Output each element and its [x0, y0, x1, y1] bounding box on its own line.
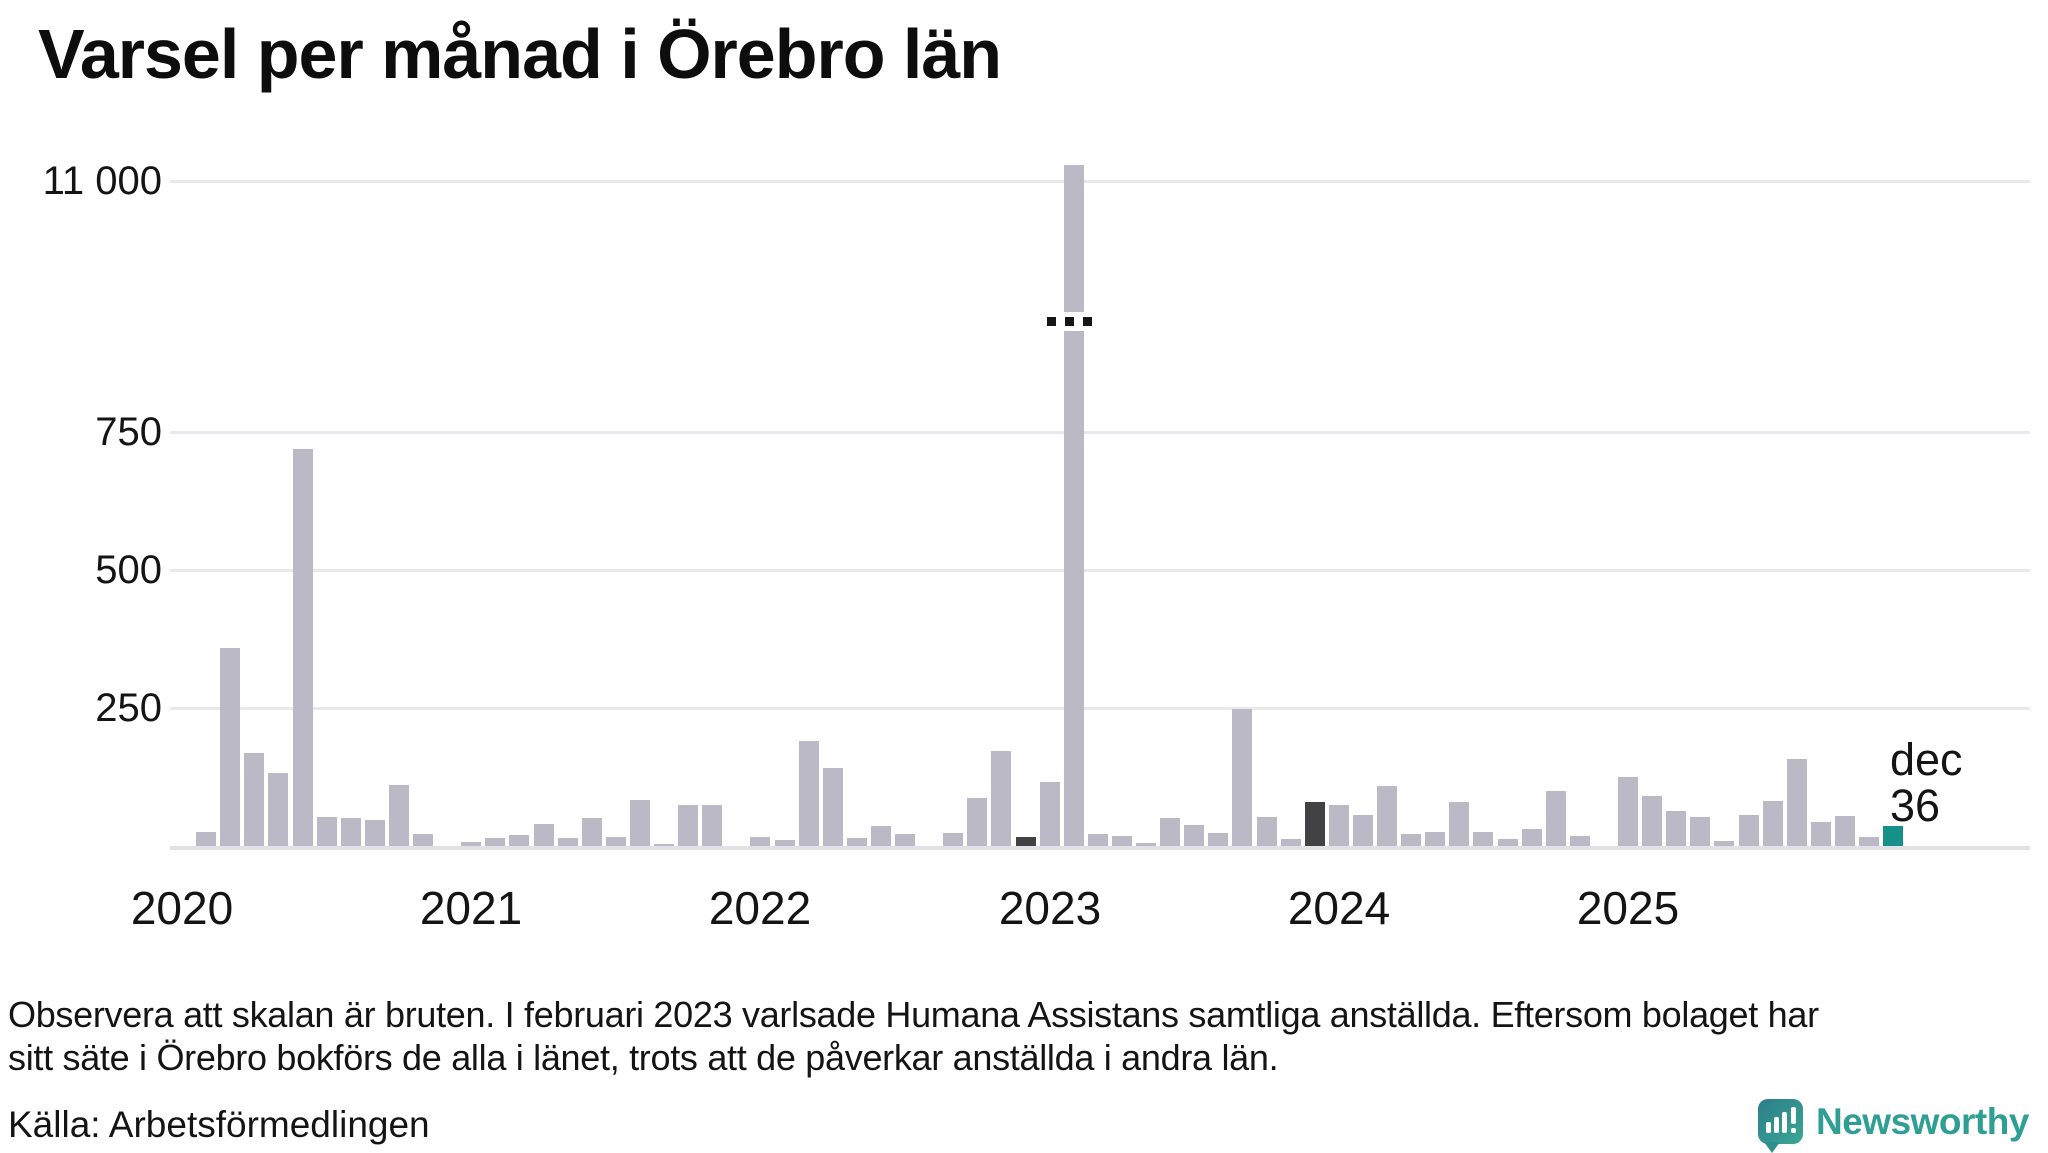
- chart-title: Varsel per månad i Örebro län: [38, 15, 1002, 93]
- bar-2021-04: [534, 824, 554, 846]
- bar-2020-04: [244, 753, 264, 846]
- bar-2024-08: [1498, 839, 1518, 846]
- bar-2020-06: [293, 449, 313, 846]
- gridline-250: [170, 707, 2030, 710]
- bar-2023-01: [1040, 782, 1060, 846]
- scale-break-dot-1: [1047, 317, 1056, 326]
- scale-break-dot-2: [1065, 317, 1074, 326]
- current-month-annotation: dec 36: [1890, 737, 1963, 829]
- x-axis-label-2025: 2025: [1576, 882, 1680, 934]
- bar-2020-07: [317, 817, 337, 846]
- x-axis-label-2024: 2024: [1287, 882, 1391, 934]
- annotation-month-label: dec: [1890, 734, 1963, 785]
- annotation-value-label: 36: [1890, 780, 1941, 831]
- bar-2025-10: [1835, 816, 1855, 846]
- bar-2021-06: [582, 818, 602, 846]
- gridline-750: [170, 431, 2030, 434]
- bar-2024-02: [1353, 815, 1373, 846]
- bar-2023-08: [1208, 833, 1228, 846]
- bar-2024-07: [1473, 832, 1493, 846]
- bar-2025-12: [1883, 826, 1903, 846]
- bar-2022-02: [775, 840, 795, 846]
- bar-2022-09: [943, 833, 963, 846]
- bar-2023-12: [1305, 802, 1325, 846]
- bar-2022-04: [823, 768, 843, 846]
- bar-2021-11: [702, 805, 722, 846]
- bar-2022-06: [871, 826, 891, 846]
- x-axis-baseline: [170, 846, 2030, 850]
- footnote-line-2: sitt säte i Örebro bokförs de alla i län…: [8, 1037, 1279, 1078]
- bar-2024-04: [1401, 834, 1421, 846]
- bar-2021-07: [606, 837, 626, 846]
- scale-break-dot-3: [1083, 317, 1092, 326]
- footnote: Observera att skalan är bruten. I februa…: [8, 993, 1819, 1079]
- bar-2020-05: [268, 773, 288, 846]
- bar-2021-09: [654, 844, 674, 846]
- bar-2023-02: [1064, 165, 1084, 312]
- bar-2020-10: [389, 785, 409, 846]
- bar-2022-01: [750, 837, 770, 846]
- bar-2021-08: [630, 800, 650, 846]
- bar-2023-05: [1136, 843, 1156, 846]
- newsworthy-logo-text: Newsworthy: [1816, 1100, 2029, 1142]
- bar-2025-04: [1690, 817, 1710, 846]
- y-axis-label-750: 750: [95, 410, 162, 454]
- bar-2020-03: [220, 648, 240, 846]
- bar-2025-11: [1859, 837, 1879, 846]
- gridline-11000: [170, 180, 2030, 183]
- source-credit: Källa: Arbetsförmedlingen: [8, 1104, 430, 1145]
- y-axis-label-11000: 11 000: [42, 159, 162, 203]
- bar-2022-03: [799, 741, 819, 846]
- x-axis-label-2021: 2021: [419, 882, 523, 934]
- bar-2022-10: [967, 798, 987, 846]
- bar-2023-03: [1088, 834, 1108, 846]
- bar-2022-11: [991, 751, 1011, 846]
- bar-2023-10: [1257, 817, 1277, 846]
- bar-2023-02-lower: [1064, 331, 1084, 846]
- bar-2021-02: [485, 838, 505, 846]
- bar-2025-08: [1787, 759, 1807, 846]
- bar-2025-07: [1763, 801, 1783, 846]
- bar-2025-02: [1642, 796, 1662, 846]
- newsworthy-speech-bubble-chart-icon: [1758, 1099, 1803, 1153]
- bar-2022-05: [847, 838, 867, 846]
- footnote-line-1: Observera att skalan är bruten. I februa…: [8, 994, 1819, 1035]
- bar-2021-03: [509, 835, 529, 846]
- bar-2023-06: [1160, 818, 1180, 846]
- bar-2020-02: [196, 832, 216, 846]
- bar-2023-09: [1232, 709, 1252, 846]
- bar-2025-06: [1739, 815, 1759, 846]
- x-axis-label-2022: 2022: [708, 882, 812, 934]
- bar-2023-04: [1112, 836, 1132, 846]
- bar-2023-11: [1281, 839, 1301, 846]
- bar-2023-07: [1184, 825, 1204, 846]
- gridline-500: [170, 569, 2030, 572]
- bar-2020-09: [365, 820, 385, 846]
- y-axis-label-250: 250: [95, 686, 162, 730]
- bar-2020-08: [341, 818, 361, 846]
- bar-2024-09: [1522, 829, 1542, 846]
- bar-2022-12: [1016, 837, 1036, 846]
- bar-2024-11: [1570, 836, 1590, 846]
- bar-2021-01: [461, 842, 481, 846]
- bar-2025-09: [1811, 822, 1831, 846]
- bar-2024-03: [1377, 786, 1397, 846]
- bar-2024-05: [1425, 832, 1445, 846]
- bar-2025-01: [1618, 777, 1638, 846]
- x-axis-label-2020: 2020: [130, 882, 234, 934]
- bar-2020-11: [413, 834, 433, 846]
- bar-2021-05: [558, 838, 578, 846]
- x-axis-label-2023: 2023: [998, 882, 1102, 934]
- bar-2022-07: [895, 834, 915, 846]
- bar-2025-05: [1714, 841, 1734, 846]
- bar-2024-01: [1329, 805, 1349, 846]
- bar-2024-06: [1449, 802, 1469, 846]
- bar-2021-10: [678, 805, 698, 846]
- y-axis-label-500: 500: [95, 548, 162, 592]
- newsworthy-logo[interactable]: Newsworthy: [1758, 1099, 2029, 1153]
- bar-2025-03: [1666, 811, 1686, 846]
- bar-2024-10: [1546, 791, 1566, 846]
